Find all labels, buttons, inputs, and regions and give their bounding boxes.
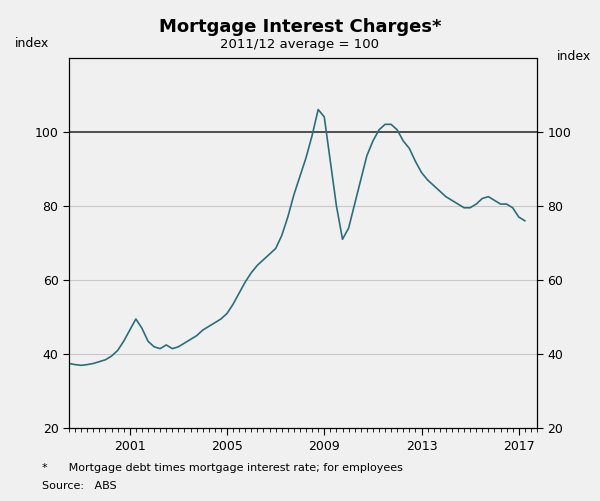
Text: Mortgage Interest Charges*: Mortgage Interest Charges* <box>159 18 441 36</box>
Text: Source:   ABS: Source: ABS <box>42 481 116 491</box>
Y-axis label: index: index <box>14 37 49 50</box>
Text: *      Mortgage debt times mortgage interest rate; for employees: * Mortgage debt times mortgage interest … <box>42 463 403 473</box>
Y-axis label: index: index <box>557 50 592 63</box>
Text: 2011/12 average = 100: 2011/12 average = 100 <box>221 38 380 51</box>
